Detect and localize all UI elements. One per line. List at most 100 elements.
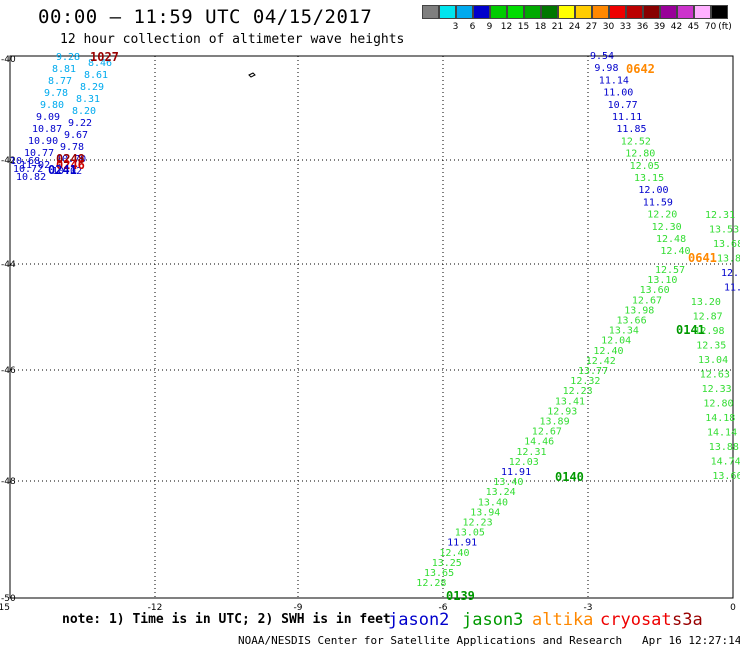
lon-tick-label: -9 <box>294 603 303 613</box>
satellite-legend-altika: altika <box>532 610 594 630</box>
wave-height-label: 13.77 <box>578 366 608 377</box>
wave-height-label: 12.23 <box>463 518 493 529</box>
wave-height-label: 12.80 <box>703 399 733 410</box>
wave-height-label: 12.00 <box>638 185 668 196</box>
wave-height-label: 12.98 <box>694 326 724 337</box>
wave-height-label: 12.80 <box>625 149 655 160</box>
wave-height-label: 8.46 <box>88 58 112 69</box>
wave-height-label: 14.18 <box>705 413 735 424</box>
wave-height-label: 13.40 <box>493 477 523 488</box>
lat-tick-label: -40 <box>1 55 16 65</box>
scale-swatch <box>422 5 439 19</box>
wave-height-label: 10.77 <box>608 100 638 111</box>
wave-height-label: 13.20 <box>691 297 721 308</box>
wave-height-label: 12.20 <box>647 210 677 221</box>
lon-tick-label: -6 <box>439 603 448 613</box>
wave-height-label: 9.54 <box>590 51 614 62</box>
scale-swatch <box>592 5 609 19</box>
wave-height-label: 10.02 <box>52 166 82 177</box>
wave-height-label: 11.91 <box>501 467 531 478</box>
scale-label: 9 <box>486 22 493 32</box>
pass-time-label: 1027 <box>90 50 119 64</box>
wave-height-label: 11.02 <box>20 160 50 171</box>
wave-height-label: 9.78 <box>60 142 84 153</box>
lon-tick-label: -3 <box>584 603 593 613</box>
wave-height-label: 8.77 <box>48 76 72 87</box>
wave-height-label: 12.40 <box>593 346 623 357</box>
lat-tick-label: -48 <box>1 477 16 487</box>
scale-swatch <box>558 5 575 19</box>
wave-height-label: 11.91 <box>724 283 740 294</box>
wave-height-label: 10.87 <box>32 124 62 135</box>
scale-label: 3 <box>452 22 459 32</box>
wave-height-label: 12.32 <box>570 376 600 387</box>
scale-swatch <box>660 5 677 19</box>
scale-label: 27 <box>585 22 598 32</box>
scale-swatch <box>575 5 592 19</box>
pass-time-label: 0141 <box>676 323 705 337</box>
satellite-legend-cryosat: cryosat <box>600 610 672 630</box>
scale-swatch <box>626 5 643 19</box>
scale-swatch <box>677 5 694 19</box>
map-subtitle: 12 hour collection of altimeter wave hei… <box>60 32 405 47</box>
wave-height-label: 9.78 <box>44 88 68 99</box>
wave-height-label: 12.03 <box>509 457 539 468</box>
wave-height-label: 8.81 <box>52 64 76 75</box>
wave-height-label: 12.30 <box>652 222 682 233</box>
lat-tick-label: -46 <box>1 366 16 376</box>
plot-frame <box>9 55 734 599</box>
wave-height-label: 13.88 <box>709 442 739 453</box>
satellite-legend-jason3: jason3 <box>462 610 524 630</box>
pass-time-label: 0246 <box>56 158 85 172</box>
wave-height-label: 13.53 <box>709 225 739 236</box>
wave-height-label: 11.85 <box>616 124 646 135</box>
wave-height-label: 12.48 <box>656 234 686 245</box>
scale-swatch <box>473 5 490 19</box>
scale-swatch <box>694 5 711 19</box>
wave-height-label: 13.88 <box>717 254 740 265</box>
lat-tick-label: -42 <box>1 156 16 166</box>
wave-height-label: 14.14 <box>707 428 737 439</box>
legend-note: note: 1) Time is in UTC; 2) SWH is in fe… <box>62 612 391 627</box>
wave-height-label: 13.65 <box>424 568 454 579</box>
lon-tick-label: -12 <box>148 603 163 613</box>
pass-time-label: 0139 <box>446 589 475 603</box>
wave-height-label: 13.10 <box>647 275 677 286</box>
wave-height-label: 10.68 <box>10 156 40 167</box>
wave-height-label: 12.31 <box>516 447 546 458</box>
wave-height-label: 12.67 <box>532 427 562 438</box>
wave-height-label: 9.80 <box>40 100 64 111</box>
footer-credit: NOAA/NESDIS Center for Satellite Applica… <box>238 634 740 647</box>
wave-height-label: 8.61 <box>84 70 108 81</box>
wave-height-label: 13.05 <box>455 528 485 539</box>
satellite-tracks: 9.28 8.46 8.81 8.61 8.77 8.29 9.78 8.31 9.80 8.20… <box>10 50 740 603</box>
axis-ticks: -15 -12 -9 -6 -3 0 -40 -42 -44 -46 -48 -50 <box>0 55 736 613</box>
island-outline <box>248 72 256 78</box>
pass-time-label: 0140 <box>555 470 584 484</box>
wave-height-label: 8.29 <box>80 82 104 93</box>
scale-swatch <box>711 5 728 19</box>
wave-height-label: 13.40 <box>478 497 508 508</box>
wave-height-label: 12.52 <box>621 136 651 147</box>
wave-height-label: 12.93 <box>547 406 577 417</box>
wave-height-label: 13.41 <box>555 396 585 407</box>
wave-height-label: 12.28 <box>416 578 446 589</box>
wave-height-label: 11.11 <box>612 112 642 123</box>
wave-height-label: 11.59 <box>643 197 673 208</box>
lon-tick-label: 0 <box>730 603 736 613</box>
pass-time-label: 0241 <box>48 163 77 177</box>
scale-swatch <box>609 5 626 19</box>
wave-height-label: 9.28 <box>56 52 80 63</box>
scale-swatch <box>541 5 558 19</box>
scale-label: 6 <box>469 22 476 32</box>
wave-height-label: 13.04 <box>698 355 728 366</box>
wave-height-label: 10.72 <box>13 164 43 175</box>
wave-height-label: 12.05 <box>630 161 660 172</box>
scale-swatch <box>507 5 524 19</box>
wave-height-label: 13.15 <box>634 173 664 184</box>
scale-label: 18 <box>534 22 547 32</box>
satellite-legend-s3a: s3a <box>672 610 703 630</box>
wave-height-label: 13.94 <box>470 507 500 518</box>
wave-height-label: 12.87 <box>693 312 723 323</box>
